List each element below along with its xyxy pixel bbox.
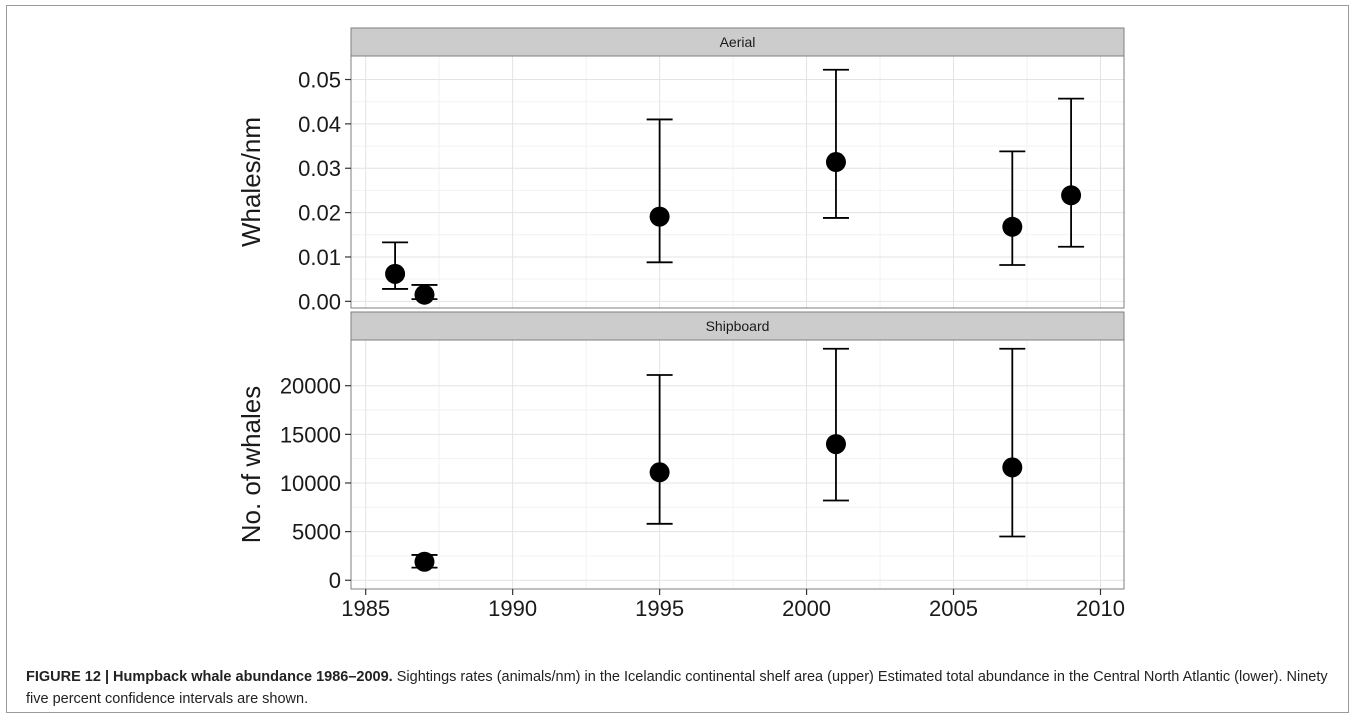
caption-title: FIGURE 12 | Humpback whale abundance 198… xyxy=(26,669,393,685)
data-point xyxy=(1002,216,1023,237)
error-bar xyxy=(1058,97,1085,248)
data-point xyxy=(1061,185,1082,206)
panel-shipboard: Shipboard 0 5000 10000 15000 20000 No. of whal… xyxy=(236,311,1125,621)
data-point xyxy=(385,263,406,284)
data-point xyxy=(414,551,435,572)
error-bar xyxy=(999,150,1026,266)
y-tick-label: 0.00 xyxy=(298,289,341,314)
error-bar xyxy=(646,118,673,264)
y-tick-label: 0.04 xyxy=(298,112,341,137)
caption-text: Sightings rates (animals/nm) in the Icel… xyxy=(26,669,1328,707)
y-tick-label: 5000 xyxy=(292,520,341,545)
panel-background xyxy=(351,56,1124,308)
error-bar xyxy=(999,347,1026,538)
y-tick-label: 15000 xyxy=(280,422,341,447)
data-point xyxy=(649,462,670,483)
facet-strip-label: Aerial xyxy=(720,34,756,50)
y-axis-title: Whales/nm xyxy=(236,117,266,247)
x-tick-label: 2000 xyxy=(782,596,831,621)
figure-frame: Aerial 0.00 0.01 0.02 0.03 0.04 0.05 Whales/nm S… xyxy=(6,5,1349,713)
x-tick-label: 1985 xyxy=(341,596,390,621)
facet-strip-label: Shipboard xyxy=(706,318,770,334)
y-tick-label: 0.03 xyxy=(298,156,341,181)
panel-aerial: Aerial 0.00 0.01 0.02 0.03 0.04 0.05 Whales/nm xyxy=(236,27,1125,314)
y-tick-label: 0.05 xyxy=(298,68,341,93)
facet-strip xyxy=(350,311,1125,341)
error-bar xyxy=(822,68,849,219)
data-point xyxy=(649,206,670,227)
x-tick-label: 2010 xyxy=(1076,596,1125,621)
data-point xyxy=(414,284,435,305)
x-tick-label: 1995 xyxy=(635,596,684,621)
data-point xyxy=(825,434,846,455)
y-tick-label: 10000 xyxy=(280,471,341,496)
y-tick-label: 0.01 xyxy=(298,245,341,270)
data-point xyxy=(825,152,846,173)
x-tick-label: 1990 xyxy=(488,596,537,621)
figure-chart: Aerial 0.00 0.01 0.02 0.03 0.04 0.05 Whales/nm S… xyxy=(236,27,1125,621)
facet-strip xyxy=(350,27,1125,57)
y-tick-label: 0.02 xyxy=(298,201,341,226)
data-point xyxy=(1002,457,1023,478)
y-tick-label: 20000 xyxy=(280,374,341,399)
x-tick-label: 2005 xyxy=(929,596,978,621)
error-bar xyxy=(646,374,673,525)
error-bar xyxy=(822,347,849,502)
panel-background xyxy=(351,340,1124,589)
y-tick-label: 0 xyxy=(329,568,341,593)
figure-caption: FIGURE 12 | Humpback whale abundance 198… xyxy=(26,666,1344,710)
y-axis-title: No. of whales xyxy=(236,386,266,544)
